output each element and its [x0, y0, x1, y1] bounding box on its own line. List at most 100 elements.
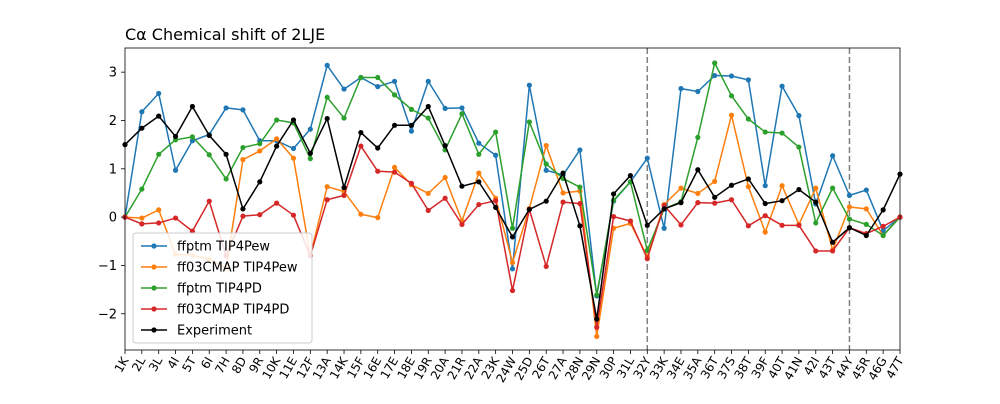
data-point	[476, 201, 482, 208]
data-point	[577, 200, 583, 207]
legend-label: ffptm TIP4PD	[177, 282, 262, 297]
data-point	[223, 151, 229, 157]
data-point	[139, 186, 145, 192]
data-point	[206, 198, 212, 204]
x-tick-label: 3L	[146, 354, 165, 374]
data-point	[594, 333, 600, 340]
data-point	[813, 185, 819, 191]
data-point	[307, 126, 313, 132]
legend-item: Experiment	[141, 324, 252, 339]
data-point	[728, 197, 735, 203]
data-point	[139, 221, 145, 227]
y-tick-label: 0	[109, 211, 117, 226]
data-point	[813, 220, 819, 226]
data-point	[358, 211, 364, 217]
data-point	[274, 136, 280, 142]
data-point	[728, 182, 735, 188]
data-point	[830, 185, 836, 191]
data-point	[391, 164, 398, 170]
data-point	[526, 119, 532, 125]
data-point	[391, 92, 398, 98]
data-point	[172, 133, 179, 140]
data-point	[341, 86, 347, 92]
data-point	[139, 125, 145, 131]
legend-item: ffptm TIP4Pew	[141, 240, 270, 255]
data-point	[560, 199, 566, 205]
data-point	[442, 195, 448, 201]
data-point	[274, 117, 280, 123]
legend-swatch-marker	[151, 264, 157, 270]
data-point	[476, 151, 482, 157]
data-point	[779, 222, 785, 228]
data-point	[594, 324, 600, 330]
data-point	[358, 143, 364, 149]
legend-item: ff03CMAP TIP4PD	[141, 303, 289, 318]
data-point	[745, 176, 751, 182]
data-point	[762, 213, 768, 219]
data-point	[712, 60, 718, 66]
data-point	[846, 216, 853, 222]
data-point	[678, 222, 684, 228]
data-point	[644, 155, 650, 161]
data-point	[375, 74, 381, 81]
data-point	[728, 73, 735, 79]
legend-swatch-marker	[151, 327, 157, 333]
data-point	[341, 192, 347, 198]
data-point	[712, 200, 718, 206]
data-point	[678, 85, 684, 92]
data-point	[695, 88, 701, 95]
legend-label: Experiment	[177, 324, 252, 339]
data-point	[846, 225, 853, 231]
data-point	[206, 152, 212, 158]
data-point	[425, 190, 431, 197]
data-point	[728, 112, 735, 118]
y-tick-label: 3	[109, 66, 117, 81]
data-point	[257, 141, 263, 147]
data-point	[442, 105, 448, 111]
data-point	[762, 229, 768, 235]
data-point	[661, 206, 667, 212]
x-tick-label: 2L	[129, 354, 148, 374]
data-point	[560, 190, 566, 196]
data-point	[779, 198, 785, 204]
data-point	[644, 247, 650, 254]
data-point	[728, 93, 735, 99]
data-point	[695, 190, 701, 197]
data-point	[610, 214, 617, 220]
data-point	[189, 134, 195, 140]
data-point	[712, 178, 718, 184]
data-point	[240, 206, 246, 212]
data-point	[526, 82, 532, 88]
data-point	[408, 122, 415, 128]
data-point	[880, 228, 886, 234]
data-point	[223, 176, 229, 182]
data-point	[745, 223, 751, 229]
data-point	[391, 78, 398, 84]
data-point	[644, 256, 650, 262]
data-point	[189, 228, 195, 234]
data-point	[745, 116, 751, 122]
data-point	[543, 143, 549, 149]
data-point	[307, 156, 313, 162]
data-point	[830, 239, 836, 245]
data-point	[375, 145, 381, 151]
data-point	[476, 170, 482, 176]
data-point	[627, 172, 634, 179]
data-point	[189, 138, 195, 144]
data-point	[661, 225, 667, 231]
data-point	[442, 143, 448, 149]
legend-item: ffptm TIP4PD	[141, 282, 262, 297]
data-point	[375, 84, 381, 90]
y-tick-label: −2	[98, 307, 117, 322]
data-point	[156, 113, 162, 119]
data-point	[408, 128, 415, 134]
data-point	[509, 266, 516, 272]
data-point	[779, 130, 785, 136]
data-point	[324, 115, 330, 122]
data-point	[257, 212, 263, 218]
data-point	[863, 206, 869, 212]
legend-label: ffptm TIP4Pew	[177, 240, 270, 255]
data-point	[375, 168, 381, 174]
x-tick-label: 9R	[246, 355, 266, 376]
data-point	[493, 204, 499, 211]
